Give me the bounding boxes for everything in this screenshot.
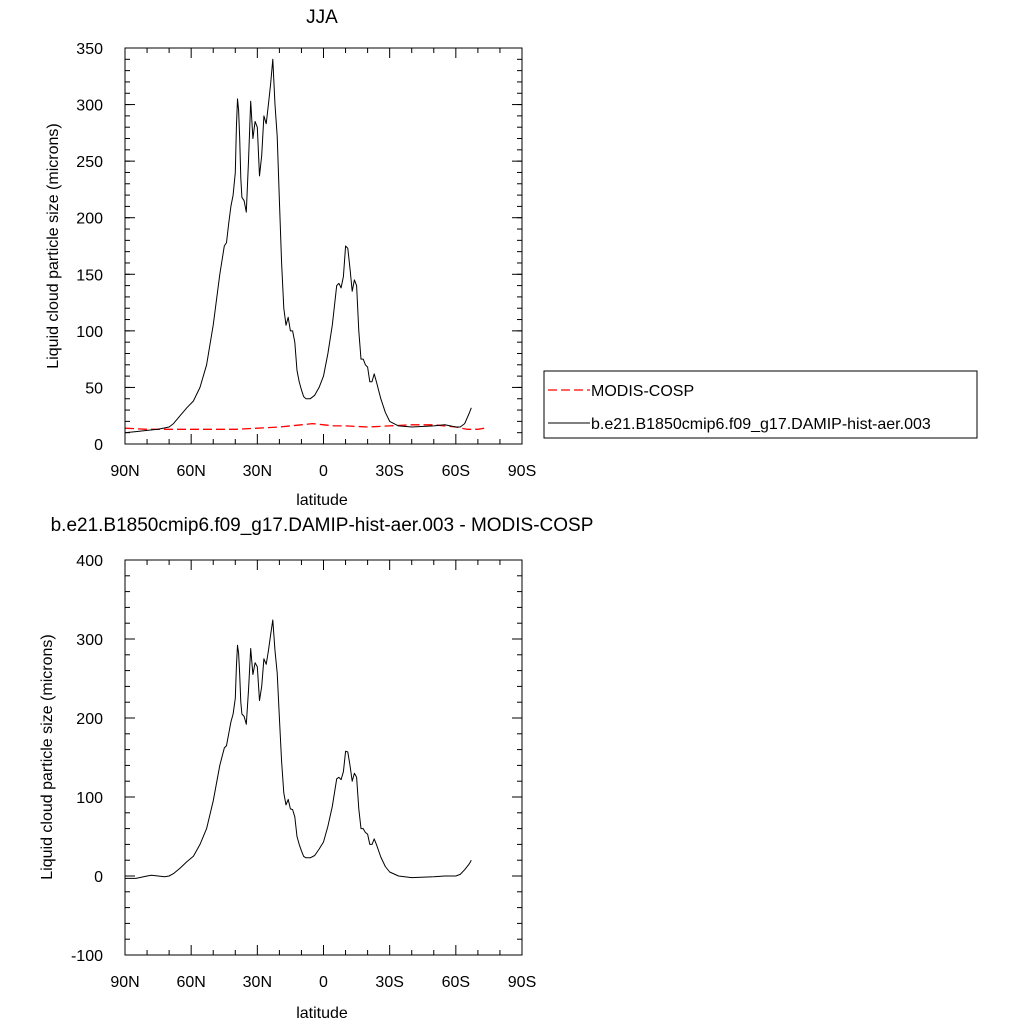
- x-tick-label: 30N: [243, 463, 272, 480]
- y-tick-label: 250: [76, 154, 103, 171]
- legend-label-model-run: b.e21.B1850cmip6.f09_g17.DAMIP-hist-aer.…: [591, 416, 931, 433]
- y-tick-label: 100: [76, 790, 103, 807]
- y-tick-label: 200: [76, 211, 103, 228]
- x-tick-label: 90S: [508, 974, 536, 991]
- y-tick-label: 300: [76, 632, 103, 649]
- bottom-chart-panel: b.e21.B1850cmip6.f09_g17.DAMIP-hist-aer.…: [39, 515, 593, 1022]
- legend-box: [543, 370, 978, 439]
- legend-label-modis-cosp: MODIS-COSP: [591, 383, 694, 400]
- x-tick-label: 60S: [442, 974, 470, 991]
- x-tick-label: 0: [319, 974, 328, 991]
- bottom-chart-y-axis-label: Liquid cloud particle size (microns): [39, 634, 56, 879]
- x-tick-label: 90N: [110, 463, 139, 480]
- top-chart-title: JJA: [306, 7, 338, 28]
- top-chart-series: [124, 58, 485, 434]
- top-chart-ticks: 90N 60N 30N 0 30S 60S 90S 0 50 100 150 200 250 300 350: [76, 41, 536, 480]
- x-tick-label: 60N: [176, 463, 205, 480]
- y-tick-label: 350: [76, 41, 103, 58]
- top-chart-x-axis-label: latitude: [296, 492, 348, 509]
- y-tick-label: 300: [76, 98, 103, 115]
- top-chart-y-axis-label: Liquid cloud particle size (microns): [45, 123, 62, 368]
- x-tick-label: 30S: [375, 463, 403, 480]
- bottom-chart-plot-frame: [124, 559, 523, 956]
- y-tick-label: 400: [76, 553, 103, 570]
- top-chart-legend: MODIS-COSP b.e21.B1850cmip6.f09_g17.DAMI…: [543, 370, 978, 439]
- y-tick-label: 200: [76, 711, 103, 728]
- y-tick-label: 0: [94, 437, 103, 454]
- series-line-model-run: [124, 58, 472, 434]
- x-tick-label: 90S: [508, 463, 536, 480]
- y-tick-label: 100: [76, 324, 103, 341]
- top-chart-plot-frame: [124, 47, 523, 445]
- x-tick-label: 0: [319, 463, 328, 480]
- bottom-chart-series: [125, 619, 472, 879]
- y-tick-label: -100: [71, 948, 103, 965]
- series-line-difference: [125, 619, 472, 879]
- y-tick-label: 50: [85, 380, 103, 397]
- bottom-chart-x-axis-label: latitude: [296, 1005, 348, 1022]
- x-tick-label: 30N: [243, 974, 272, 991]
- top-chart-panel: JJA 90N 60N 30N 0 30S 60S 90S 0 50 100 150 200 250 30…: [45, 7, 536, 509]
- x-tick-label: 60S: [442, 463, 470, 480]
- series-line-modis-cosp: [124, 422, 485, 430]
- x-tick-label: 60N: [176, 974, 205, 991]
- bottom-chart-title: b.e21.B1850cmip6.f09_g17.DAMIP-hist-aer.…: [51, 515, 594, 536]
- y-tick-label: 150: [76, 267, 103, 284]
- bottom-chart-ticks: 90N 60N 30N 0 30S 60S 90S -100 0 100 200 300 400: [71, 553, 536, 991]
- x-tick-label: 90N: [110, 974, 139, 991]
- y-tick-label: 0: [94, 869, 103, 886]
- x-tick-label: 30S: [375, 974, 403, 991]
